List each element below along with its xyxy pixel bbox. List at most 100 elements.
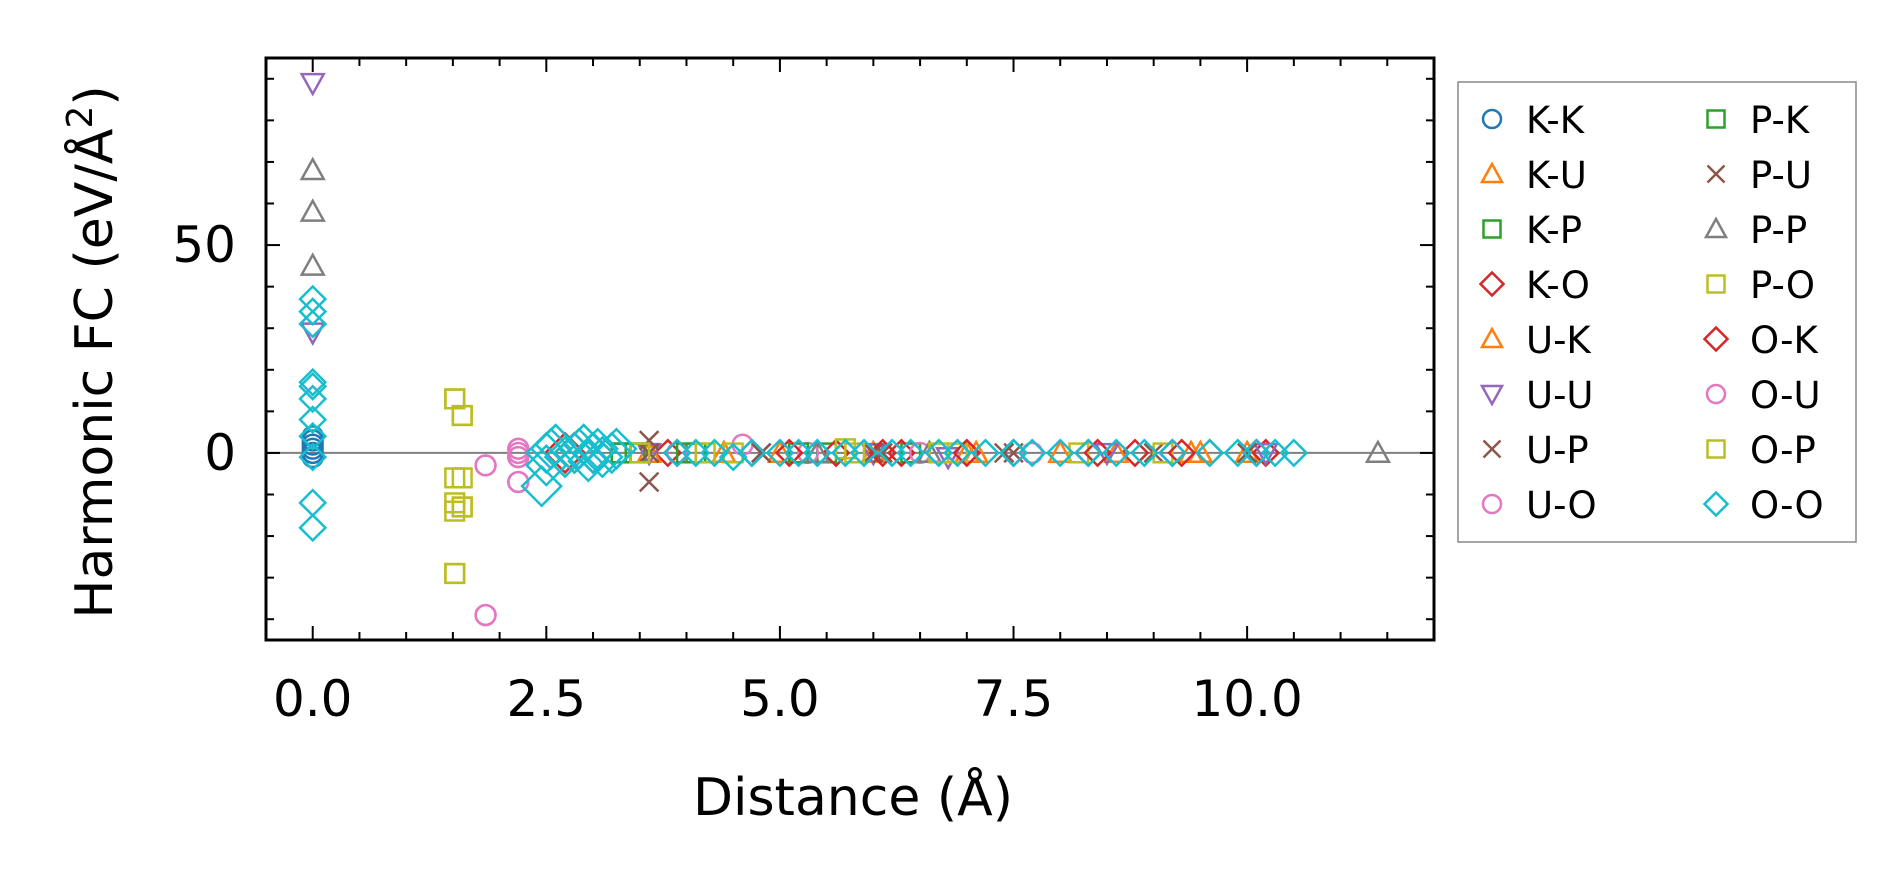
data-point xyxy=(507,445,530,469)
data-point xyxy=(298,297,328,327)
data-point xyxy=(737,438,767,468)
data-point xyxy=(765,438,795,468)
x-tick-label: 7.5 xyxy=(974,670,1054,728)
legend-label: O-K xyxy=(1750,319,1820,362)
y-axis: 0 50 xyxy=(172,77,1434,621)
data-point xyxy=(718,442,748,472)
data-point xyxy=(298,309,328,339)
data-point xyxy=(849,438,879,468)
data-point xyxy=(595,427,638,471)
series-p-p xyxy=(299,156,1392,463)
legend-label: O-P xyxy=(1750,429,1816,472)
legend-item-o-k: O-K xyxy=(1702,319,1820,362)
data-point xyxy=(299,156,326,181)
marker-stroke xyxy=(863,442,884,464)
data-point xyxy=(928,442,950,464)
data-point xyxy=(451,404,473,427)
legend-item-o-o: O-O xyxy=(1702,484,1824,527)
data-point xyxy=(299,72,326,97)
legend-item-u-o: U-O xyxy=(1481,484,1597,527)
data-point xyxy=(1047,439,1074,463)
legend-label: K-U xyxy=(1526,154,1587,197)
legend-item-p-o: P-O xyxy=(1706,264,1815,307)
data-point xyxy=(444,562,466,585)
data-point xyxy=(507,437,530,460)
legend-item-p-u: P-U xyxy=(1706,154,1812,197)
legend-marker xyxy=(1706,164,1726,184)
data-point xyxy=(1129,438,1159,468)
data-point xyxy=(784,438,814,468)
legend-marker xyxy=(1482,219,1502,239)
legend-label: O-O xyxy=(1750,484,1824,527)
legend-item-p-p: P-P xyxy=(1703,209,1807,252)
data-point xyxy=(1152,442,1174,464)
x-tick-label: 5.0 xyxy=(740,670,820,728)
data-point xyxy=(1236,442,1258,464)
legend-label: U-O xyxy=(1526,484,1597,527)
data-point xyxy=(298,442,328,472)
marker-stroke xyxy=(1236,442,1258,464)
data-point xyxy=(444,388,466,410)
marker-stroke xyxy=(1482,439,1502,459)
data-point xyxy=(1260,438,1290,468)
legend-frame xyxy=(1457,81,1857,543)
data-point xyxy=(507,470,530,494)
data-point xyxy=(971,438,1000,468)
x-axis: 0.0 2.5 5.0 7.5 10.0 xyxy=(273,58,1389,728)
legend-item-k-p: K-P xyxy=(1482,209,1582,252)
series-p-o xyxy=(444,388,1174,585)
y-axis-label-close: ) xyxy=(65,85,125,105)
legend-marker xyxy=(1482,439,1502,459)
data-point xyxy=(1279,438,1309,468)
legend-label: U-K xyxy=(1526,319,1592,362)
data-point xyxy=(1364,439,1392,463)
data-point xyxy=(451,496,473,518)
data-point xyxy=(474,454,497,477)
legend-label: K-P xyxy=(1526,209,1582,252)
legend-label: P-U xyxy=(1750,154,1812,197)
legend-label: P-K xyxy=(1750,99,1811,142)
data-point xyxy=(1017,438,1047,468)
data-point xyxy=(924,438,954,468)
legend: K-K K-U K-P K-O U-K U-U U-P U-O P-K P-U P-P P-O O-K O… xyxy=(1457,81,1857,543)
legend-item-u-k: U-K xyxy=(1479,319,1592,362)
legend-label: O-U xyxy=(1750,374,1821,417)
data-point xyxy=(1167,438,1197,468)
data-point xyxy=(444,562,466,585)
data-point xyxy=(1223,438,1253,468)
data-point xyxy=(451,467,473,489)
data-point xyxy=(299,252,326,276)
legend-item-u-p: U-P xyxy=(1482,429,1589,472)
x-axis-label: Distance (Å) xyxy=(693,766,1013,828)
legend-marker xyxy=(1481,108,1503,130)
data-point xyxy=(298,513,328,543)
data-point xyxy=(1068,442,1090,464)
data-point xyxy=(877,438,907,468)
data-point xyxy=(543,431,587,475)
legend-item-o-p: O-P xyxy=(1706,429,1816,472)
data-point xyxy=(830,438,860,468)
data-point xyxy=(474,603,497,627)
data-point xyxy=(298,384,328,414)
data-point xyxy=(581,435,624,479)
legend-item-u-u: U-U xyxy=(1479,374,1594,417)
marker-stroke xyxy=(1706,164,1726,184)
legend-marker xyxy=(1481,493,1503,515)
data-point xyxy=(520,464,563,508)
legend-label: U-P xyxy=(1526,429,1589,472)
legend-item-k-k: K-K xyxy=(1481,99,1586,142)
y-axis-label-main: Harmonic FC (eV/Å xyxy=(63,128,125,619)
legend-item-k-u: K-U xyxy=(1479,154,1587,197)
legend-item-k-o: K-O xyxy=(1478,264,1590,307)
data-point xyxy=(298,488,328,518)
plot-frame xyxy=(264,56,1436,642)
data-point xyxy=(1252,442,1279,467)
legend-marker xyxy=(1705,383,1727,405)
data-point xyxy=(788,442,810,464)
data-point xyxy=(1101,438,1131,468)
data-point xyxy=(802,438,832,468)
data-point xyxy=(999,438,1028,468)
series-o-u xyxy=(474,437,530,627)
data-point xyxy=(1021,441,1044,465)
marker-stroke xyxy=(993,442,1015,464)
